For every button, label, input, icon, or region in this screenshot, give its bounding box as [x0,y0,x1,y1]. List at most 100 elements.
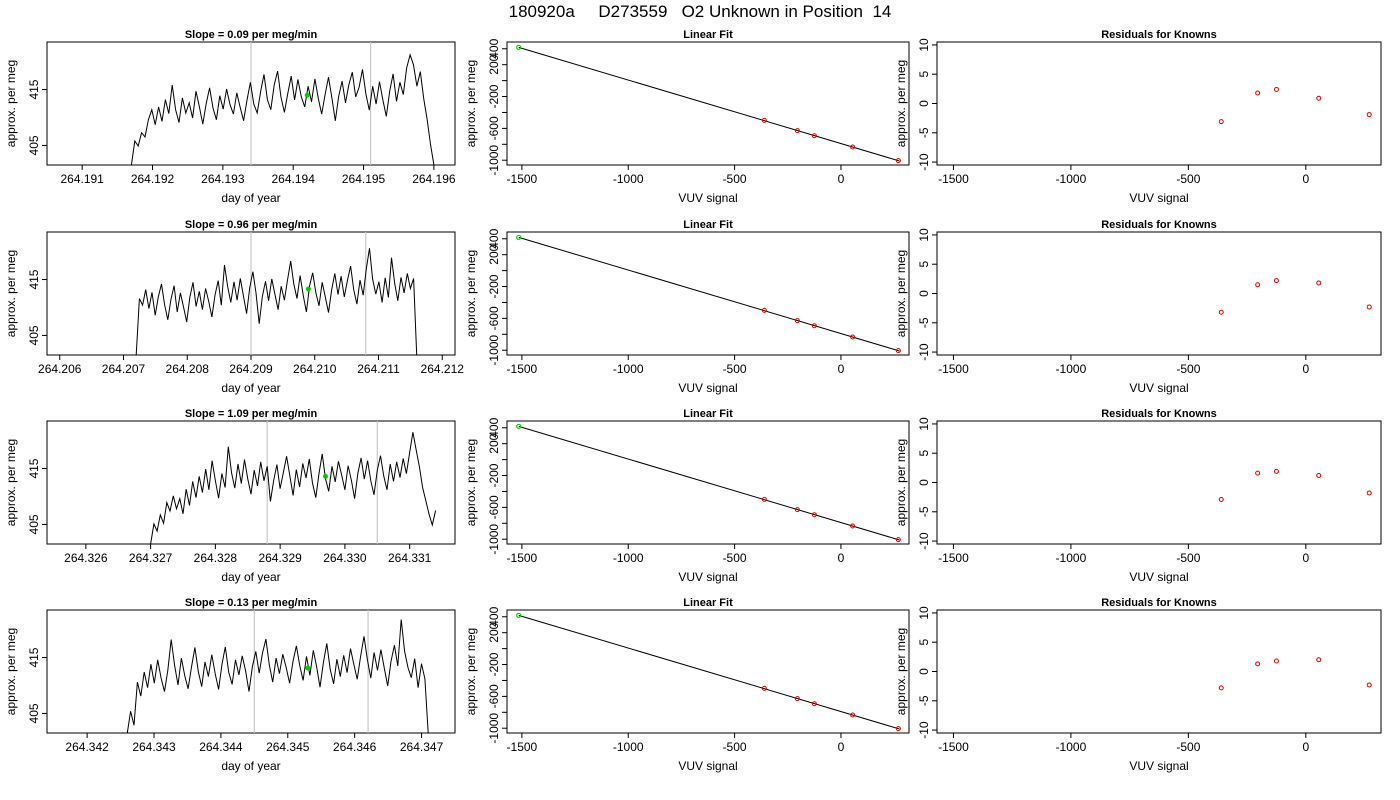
known-point [850,523,856,529]
y-tick-label: -10 [917,532,931,550]
x-tick-label: 264.196 [412,172,456,186]
x-tick-label: 264.210 [293,362,337,376]
known-point [1273,468,1279,474]
known-point [761,685,767,691]
known-point [1273,658,1279,664]
y-tick-label: -200 [487,274,501,298]
x-tick-label: 264.343 [132,740,176,754]
y-tick-label: 405 [27,135,41,155]
plot-frame [506,41,910,166]
chart-panel-3: Residuals for Knowns -1500 -1000 -500 0 -10 -5… [894,29,1382,205]
x-tick-label: 264.212 [421,362,465,376]
y-tick-label: 5 [917,639,931,646]
known-point [761,307,767,313]
page-title: 180920a D273559 O2 Unknown in Position 1… [508,2,892,21]
x-tick-label: 264.327 [129,551,173,565]
x-tick-label: -1500 [938,551,969,565]
known-point [794,507,800,513]
y-axis-label: approx. per meg [894,628,908,715]
y-tick-label: -10 [917,721,931,739]
y-tick-label: 400 [487,417,501,437]
known-point [1255,282,1261,288]
known-point [895,158,901,164]
known-point [1316,95,1322,101]
x-tick-label: -1000 [613,551,644,565]
y-tick-label: 10 [917,38,931,52]
x-tick-label: 264.192 [131,172,175,186]
y-tick-label: 5 [917,261,931,268]
x-tick-label: 264.209 [229,362,273,376]
x-axis-label: day of year [221,759,280,773]
known-point [1255,661,1261,667]
chart-title: Residuals for Knowns [1101,29,1217,41]
known-point [794,318,800,324]
y-axis-label: approx. per meg [4,628,18,715]
x-tick-label: 264.345 [266,740,310,754]
chart-panel-1: Slope = 0.09 per meg/min 264.191 264.192 26… [4,29,456,205]
known-point [1273,86,1279,92]
y-tick-label: 10 [917,606,931,620]
unknown-point [516,612,522,618]
known-point [1218,496,1224,502]
x-tick-label: 264.346 [333,740,377,754]
y-tick-label: -1000 [487,524,501,555]
y-tick-label: -200 [487,84,501,108]
x-tick-label: -1000 [1056,740,1087,754]
x-tick-label: 264.344 [199,740,243,754]
x-axis-label: VUV signal [678,570,737,584]
x-tick-label: -500 [1176,740,1200,754]
y-tick-label: -600 [487,116,501,140]
chart-title: Linear Fit [683,597,733,609]
y-axis-label: approx. per meg [4,439,18,526]
known-point [811,701,817,707]
y-axis-label: approx. per meg [894,250,908,337]
known-point [1366,682,1372,688]
x-tick-label: 264.207 [102,362,146,376]
chart-title: Slope = 0.13 per meg/min [185,597,318,609]
x-tick-label: 0 [1302,362,1309,376]
chart-panel-6: Residuals for Knowns -1500 -1000 -500 0 -10 -5… [894,219,1382,395]
x-tick-label: -1000 [1056,362,1087,376]
x-tick-label: 264.329 [258,551,302,565]
x-axis-label: day of year [221,570,280,584]
y-tick-label: 0 [917,100,931,107]
plot-frame [936,420,1382,545]
plot-frame [506,231,910,356]
y-tick-label: -5 [917,506,931,517]
known-point [811,133,817,139]
known-point [850,712,856,718]
y-tick-label: 415 [27,647,41,667]
x-tick-label: 264.193 [201,172,245,186]
x-tick-label: 0 [1302,740,1309,754]
y-tick-label: 400 [487,228,501,248]
chart-panel-12: Residuals for Knowns -1500 -1000 -500 0 -10 -5… [894,597,1382,773]
signal-line [130,53,435,166]
x-tick-label: -1500 [507,172,538,186]
y-axis-label: approx. per meg [894,60,908,147]
signal-line [135,248,418,356]
x-axis-label: VUV signal [678,759,737,773]
known-point [1218,119,1224,125]
x-tick-label: 264.347 [400,740,444,754]
chart-title: Slope = 1.09 per meg/min [185,408,318,420]
x-tick-label: 0 [838,740,845,754]
known-point [850,144,856,150]
x-axis-label: VUV signal [1129,191,1188,205]
fit-line [518,425,900,541]
y-tick-label: -5 [917,127,931,138]
x-tick-label: 264.331 [388,551,432,565]
x-tick-label: 264.211 [357,362,400,376]
y-tick-label: 10 [917,228,931,242]
x-tick-label: 0 [838,172,845,186]
y-tick-label: 200 [487,54,501,74]
y-tick-label: 405 [27,514,41,534]
chart-title: Linear Fit [683,408,733,420]
x-tick-label: -1000 [1056,172,1087,186]
x-tick-label: -500 [1176,362,1200,376]
chart-title: Linear Fit [683,219,733,231]
chart-title: Residuals for Knowns [1101,408,1217,420]
plot-frame [936,609,1382,734]
y-axis-label: approx. per meg [4,60,18,147]
y-tick-label: -5 [917,695,931,706]
